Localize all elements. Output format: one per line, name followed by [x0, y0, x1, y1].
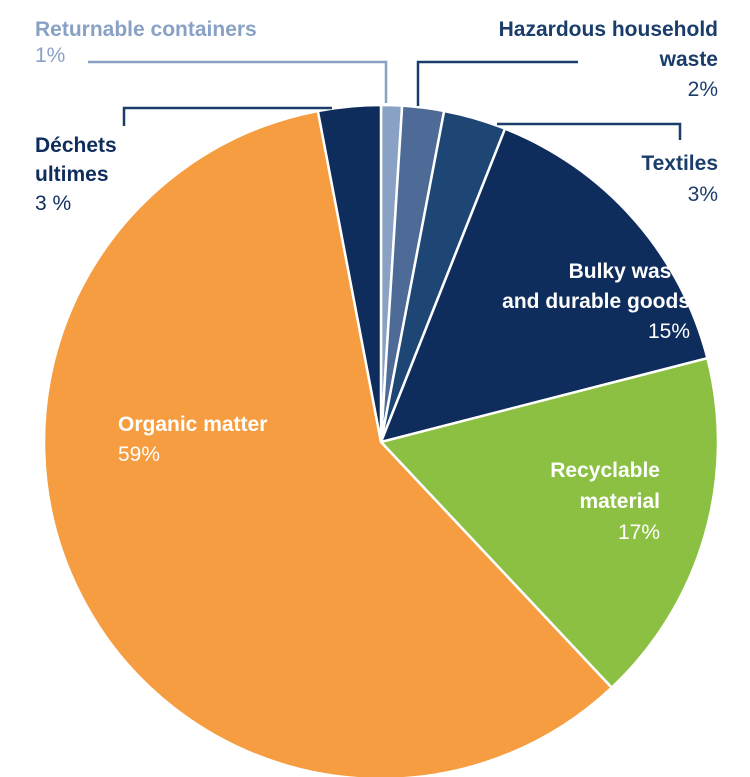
- label-hazardous-household-waste-name-line: waste: [659, 48, 718, 71]
- leader-returnable-containers: [88, 60, 388, 103]
- label-recyclable-material-value: 17%: [618, 521, 660, 544]
- label-textiles: Textiles 3%: [641, 152, 718, 206]
- label-bulky-waste-and-durable-goods-value: 15%: [648, 320, 690, 343]
- pie-slices: [42, 103, 720, 777]
- label-hazardous-household-waste: Hazardous household waste 2%: [499, 18, 718, 101]
- label-textiles-name-line: Textiles: [641, 152, 718, 175]
- label-organic-matter-value: 59%: [118, 443, 160, 466]
- label-bulky-waste-and-durable-goods-name-line: and durable goods: [502, 290, 690, 313]
- label-recyclable-material-name-line: material: [579, 490, 660, 513]
- label-returnable-containers-name-line: Returnable containers: [35, 18, 257, 41]
- leader-textiles: [497, 122, 682, 140]
- label-hazardous-household-waste-value: 2%: [688, 78, 718, 101]
- leader-dechets-ultimes: [122, 106, 332, 126]
- label-bulky-waste-and-durable-goods-name-line: Bulky waste: [569, 260, 690, 283]
- label-dechets-ultimes-name-line: Déchets: [35, 134, 117, 157]
- label-dechets-ultimes: Déchets ultimes 3 %: [35, 134, 117, 215]
- slice-labels: Returnable containers 1% Hazardous househo…: [35, 18, 718, 544]
- label-recyclable-material-name-line: Recyclable: [550, 459, 660, 482]
- slice-recyclable-material: [379, 356, 720, 689]
- label-recyclable-material: Recyclable material 17%: [550, 459, 660, 544]
- label-dechets-ultimes-name-line: ultimes: [35, 163, 109, 186]
- label-returnable-containers-value: 1%: [35, 44, 65, 67]
- slice-bulky-waste-and-durable-goods: [379, 127, 709, 444]
- slice-organic-matter: [42, 109, 613, 777]
- leader-lines: [88, 60, 682, 140]
- label-returnable-containers: Returnable containers 1%: [35, 18, 257, 67]
- label-hazardous-household-waste-name-line: Hazardous household: [499, 18, 718, 41]
- label-organic-matter: Organic matter 59%: [118, 413, 267, 466]
- slice-dechets-ultimes: [316, 103, 383, 444]
- label-organic-matter-name-line: Organic matter: [118, 413, 267, 436]
- label-dechets-ultimes-value: 3 %: [35, 192, 71, 215]
- label-bulky-waste-and-durable-goods: Bulky waste and durable goods 15%: [502, 260, 690, 343]
- leader-hazardous-household-waste: [416, 60, 578, 106]
- label-textiles-value: 3%: [688, 183, 718, 206]
